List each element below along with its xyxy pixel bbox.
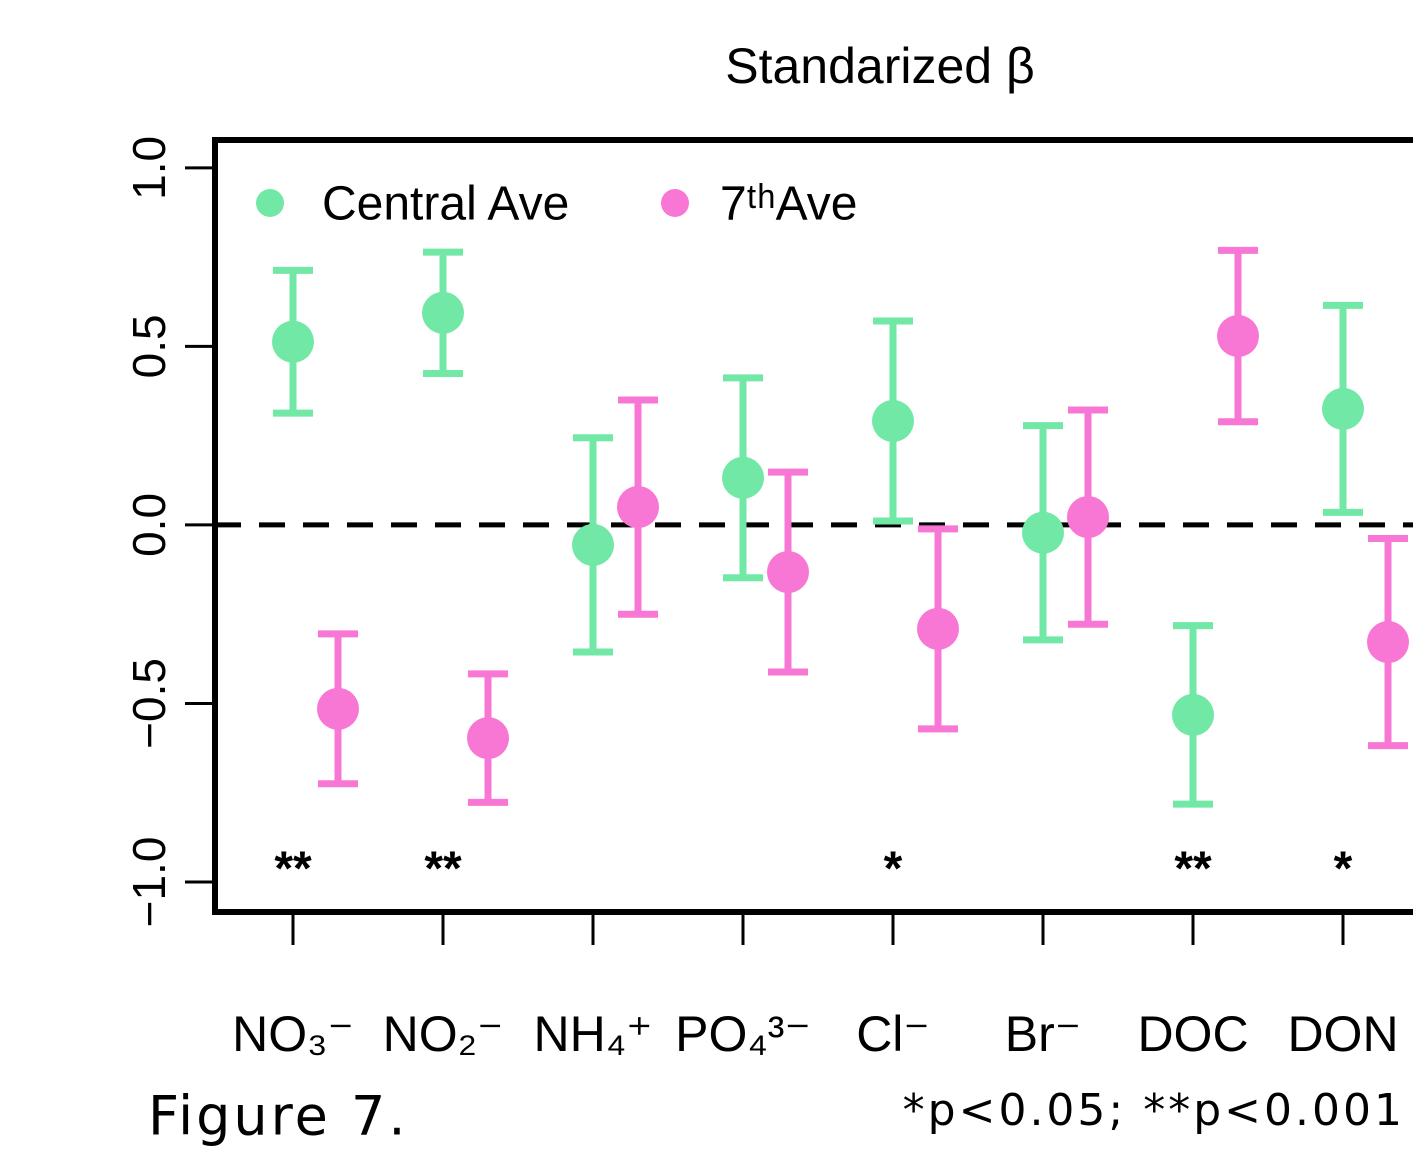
point [1322, 387, 1364, 430]
chart-title: Standarized β [725, 38, 1035, 94]
point [1022, 511, 1064, 554]
x-tick-label: NO₃⁻ [232, 1006, 354, 1062]
y-tick-label: 0.0 [123, 493, 175, 557]
x-tick-label: DOC [1137, 1006, 1248, 1062]
x-tick-label: NO₂⁻ [383, 1006, 504, 1062]
significance-label: ** [274, 843, 312, 896]
point [722, 456, 764, 499]
significance-label: * [1334, 843, 1353, 896]
footnote: *p<0.05; **p<0.001 [903, 1085, 1405, 1136]
legend-marker [256, 189, 284, 217]
x-tick-label: Cl⁻ [856, 1006, 930, 1062]
x-tick-label: Br⁻ [1005, 1006, 1081, 1062]
significance-label: ** [424, 843, 462, 896]
legend-label: 7ᵗʰAve [720, 178, 857, 231]
point [272, 320, 314, 363]
point [1067, 496, 1109, 539]
y-tick-label: 1.0 [123, 136, 175, 200]
x-tick-label: NH₄⁺ [533, 1006, 652, 1062]
y-tick-label: 0.5 [123, 314, 175, 378]
point [767, 551, 809, 594]
point [917, 607, 959, 650]
y-tick-label: −1.0 [123, 837, 175, 928]
legend-marker [661, 189, 689, 217]
point [572, 523, 614, 566]
y-tick-label: −0.5 [123, 658, 175, 749]
caption: Figure 7. [148, 1085, 409, 1148]
x-tick-label: PO₄³⁻ [675, 1006, 811, 1062]
point [872, 400, 914, 443]
point [1367, 621, 1409, 664]
significance-label: * [884, 843, 903, 896]
point [1172, 693, 1214, 736]
point [617, 486, 659, 529]
legend-label: Central Ave [322, 178, 569, 231]
x-tick-label: DON [1287, 1006, 1398, 1062]
point [1217, 315, 1259, 358]
point [467, 717, 509, 760]
point [422, 291, 464, 334]
significance-label: ** [1174, 843, 1212, 896]
point [317, 687, 359, 730]
